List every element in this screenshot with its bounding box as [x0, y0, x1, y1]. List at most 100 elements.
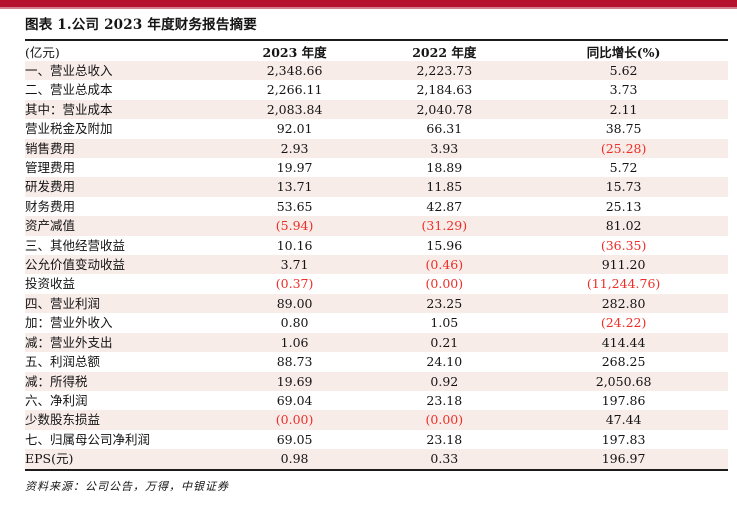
yoy-value: 3.73 — [609, 82, 638, 98]
value-2022: (31.29) — [421, 218, 468, 234]
column-header-2023: 2023 年度 — [262, 44, 327, 60]
row-label: 研发费用 — [25, 179, 76, 195]
table-header: (亿元) 2023 年度 2022 年度 同比增长(%) — [25, 41, 728, 61]
value-2022: 0.33 — [430, 451, 459, 467]
row-label: 五、利润总额 — [25, 354, 101, 370]
yoy-value: 196.97 — [601, 451, 646, 467]
column-header-2022: 2022 年度 — [412, 44, 477, 60]
report-accent-bar — [0, 0, 737, 9]
row-label: 资产减值 — [25, 218, 76, 234]
figure-title: 图表 1.公司 2023 年度财务报告摘要 — [25, 16, 728, 41]
table-row: 五、利润总额 88.73 24.10 268.25 — [25, 352, 728, 371]
source-note: 资料来源：公司公告，万得，中银证券 — [25, 479, 229, 493]
value-2023: 2,083.84 — [266, 101, 323, 117]
table-row: 投资收益 (0.37) (0.00) (11,244.76) — [25, 274, 728, 293]
yoy-value: 15.73 — [605, 179, 642, 195]
table-body: 一、营业总收入 2,348.66 2,223.73 5.62 二、营业总成本 2… — [25, 61, 728, 470]
table-row: EPS(元) 0.98 0.33 196.97 — [25, 449, 728, 470]
row-label: 七、归属母公司净利润 — [25, 431, 151, 447]
yoy-value: 5.62 — [609, 63, 638, 78]
table-row: 七、归属母公司净利润 69.05 23.18 197.83 — [25, 430, 728, 449]
yoy-value: 25.13 — [605, 198, 642, 214]
value-2023: 0.80 — [280, 315, 309, 331]
value-2022: 18.89 — [426, 160, 463, 176]
value-2022: 1.05 — [430, 315, 459, 331]
table-row: 其中：营业成本 2,083.84 2,040.78 2.11 — [25, 99, 728, 120]
value-2023: 19.97 — [276, 160, 313, 176]
yoy-value: 81.02 — [605, 218, 642, 234]
table-row: 一、营业总收入 2,348.66 2,223.73 5.62 — [25, 61, 728, 81]
yoy-value: 2.11 — [609, 101, 638, 117]
table-row: 四、营业利润 89.00 23.25 282.80 — [25, 293, 728, 314]
value-2022: (0.46) — [425, 257, 464, 273]
yoy-value: 47.44 — [605, 412, 642, 428]
financial-summary-table: (亿元) 2023 年度 2022 年度 同比增长(%) 一、营业总收入 2,3… — [25, 41, 728, 471]
row-label: 公允价值变动收益 — [25, 257, 126, 273]
yoy-value: 38.75 — [605, 121, 642, 137]
value-2023: 89.00 — [276, 295, 313, 311]
value-2022: 2,223.73 — [416, 63, 473, 78]
yoy-value: (24.22) — [600, 315, 647, 331]
value-2022: 66.31 — [426, 121, 463, 137]
yoy-value: 911.20 — [601, 257, 646, 273]
value-2022: (0.00) — [425, 276, 464, 292]
row-label: 三、其他经营收益 — [25, 237, 126, 253]
row-label: 营业税金及附加 — [25, 121, 113, 137]
value-2022: 0.21 — [430, 334, 459, 350]
row-label: 销售费用 — [25, 140, 76, 156]
table-row: 减：营业外支出 1.06 0.21 414.44 — [25, 332, 728, 353]
table-row: 公允价值变动收益 3.71 (0.46) 911.20 — [25, 255, 728, 275]
row-label: 其中：营业成本 — [25, 101, 113, 117]
column-header-unit: (亿元) — [25, 44, 60, 60]
value-2023: (0.00) — [275, 412, 314, 428]
column-header-yoy: 同比增长(%) — [586, 44, 661, 60]
table-row: 六、净利润 69.04 23.18 197.86 — [25, 391, 728, 410]
table-row: 减：所得税 19.69 0.92 2,050.68 — [25, 371, 728, 391]
table-row: 管理费用 19.97 18.89 5.72 — [25, 158, 728, 177]
table-row: 三、其他经营收益 10.16 15.96 (36.35) — [25, 236, 728, 255]
value-2023: 0.98 — [280, 451, 309, 467]
value-2022: 23.18 — [426, 392, 463, 408]
row-label: 加：营业外收入 — [25, 315, 113, 331]
value-2022: 15.96 — [426, 237, 463, 253]
row-label: 六、净利润 — [25, 392, 88, 408]
yoy-value: 197.83 — [601, 431, 646, 447]
value-2023: (5.94) — [275, 218, 314, 234]
value-2023: 88.73 — [276, 354, 313, 370]
value-2023: (0.37) — [275, 276, 314, 292]
value-2022: 2,184.63 — [416, 82, 473, 98]
value-2023: 1.06 — [280, 334, 309, 350]
table-row: 销售费用 2.93 3.93 (25.28) — [25, 138, 728, 159]
table-row: 二、营业总成本 2,266.11 2,184.63 3.73 — [25, 80, 728, 99]
row-label: 减：营业外支出 — [25, 334, 113, 350]
value-2022: 0.92 — [430, 373, 459, 389]
row-label: 二、营业总成本 — [25, 82, 113, 98]
value-2023: 3.71 — [280, 257, 309, 273]
yoy-value: 268.25 — [601, 354, 646, 370]
value-2023: 69.04 — [276, 392, 313, 408]
yoy-value: 5.72 — [609, 160, 638, 176]
row-label: 财务费用 — [25, 198, 76, 214]
row-label: 减：所得税 — [25, 373, 88, 389]
yoy-value: 414.44 — [601, 334, 646, 350]
value-2023: 19.69 — [276, 373, 313, 389]
yoy-value: (11,244.76) — [586, 276, 661, 292]
row-label: 一、营业总收入 — [25, 63, 113, 78]
value-2022: 2,040.78 — [416, 101, 473, 117]
row-label: 管理费用 — [25, 160, 76, 176]
row-label: EPS(元) — [25, 451, 74, 467]
value-2022: 11.85 — [426, 179, 463, 195]
row-label: 少数股东损益 — [25, 412, 101, 428]
value-2023: 69.05 — [276, 431, 313, 447]
row-label: 投资收益 — [25, 276, 76, 292]
value-2022: 23.18 — [426, 431, 463, 447]
figure-container: 图表 1.公司 2023 年度财务报告摘要 (亿元) 2023 年度 2022 … — [25, 16, 728, 494]
table-row: 资产减值 (5.94) (31.29) 81.02 — [25, 216, 728, 236]
table-row: 营业税金及附加 92.01 66.31 38.75 — [25, 119, 728, 138]
table-row: 研发费用 13.71 11.85 15.73 — [25, 177, 728, 197]
value-2023: 2,266.11 — [266, 82, 323, 98]
value-2023: 2.93 — [280, 140, 309, 156]
table-row: 财务费用 53.65 42.87 25.13 — [25, 197, 728, 216]
table-row: 加：营业外收入 0.80 1.05 (24.22) — [25, 313, 728, 332]
value-2023: 13.71 — [276, 179, 313, 195]
